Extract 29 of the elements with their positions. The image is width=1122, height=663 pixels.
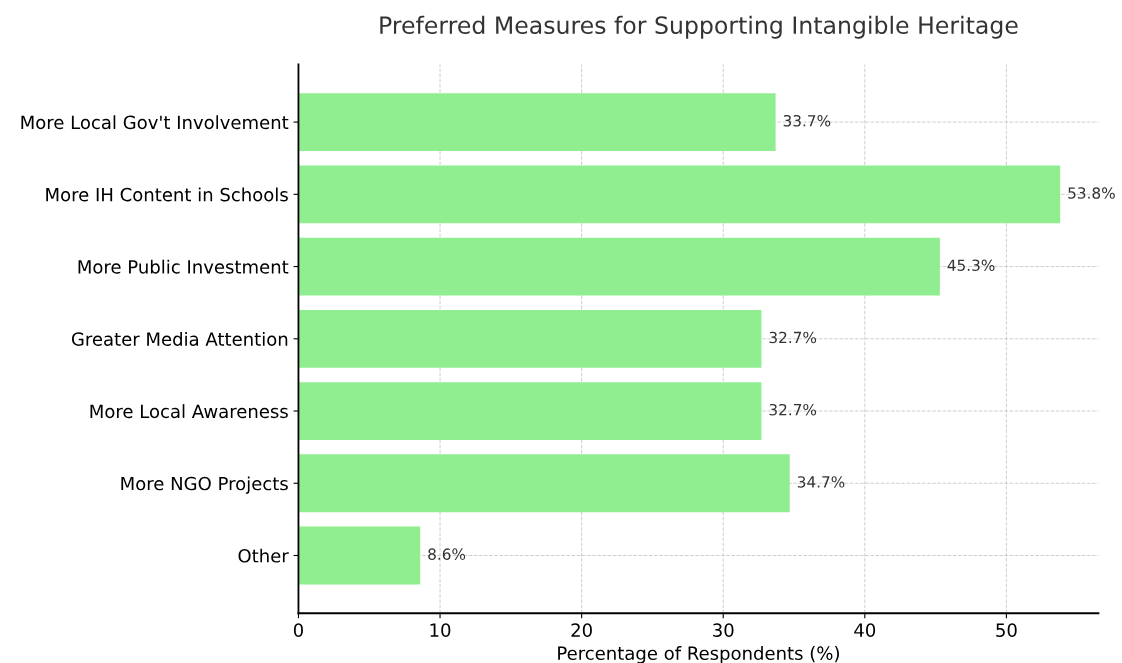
data-label: 8.6% (428, 548, 466, 560)
y-tick-label: Other (238, 548, 289, 563)
data-label: 45.3% (947, 259, 995, 271)
data-label: 53.8% (1068, 187, 1115, 199)
x-tick-label: 50 (996, 623, 1017, 637)
y-tick-label: More Public Investment (78, 259, 289, 274)
data-label: 33.7% (783, 114, 831, 127)
bar (298, 165, 1061, 224)
data-label: 34.7% (797, 476, 845, 488)
y-tick-label: More Local Awareness (90, 404, 288, 419)
bar (298, 309, 762, 368)
data-label: 32.7% (769, 331, 817, 344)
x-axis-title: Percentage of Respondents (%) (558, 646, 839, 663)
bar (298, 93, 776, 151)
y-tick-label: More Local Gov't Involvement (21, 115, 289, 130)
x-tick-label: 30 (713, 623, 734, 637)
x-tick-label: 0 (293, 623, 303, 637)
y-tick-label: More IH Content in Schools (46, 187, 288, 202)
data-label: 32.7% (769, 403, 817, 416)
y-tick-label: More NGO Projects (121, 476, 288, 494)
x-tick-label: 20 (571, 623, 592, 637)
bar (298, 237, 940, 296)
bar (298, 454, 790, 513)
x-tick-label: 10 (430, 623, 451, 637)
y-tick-label: Greater Media Attention (71, 331, 288, 346)
bar (298, 526, 421, 585)
chart-title: Preferred Measures for Supporting Intangible Heritage (380, 15, 1018, 39)
bar (298, 382, 762, 440)
x-tick-label: 40 (854, 623, 876, 637)
